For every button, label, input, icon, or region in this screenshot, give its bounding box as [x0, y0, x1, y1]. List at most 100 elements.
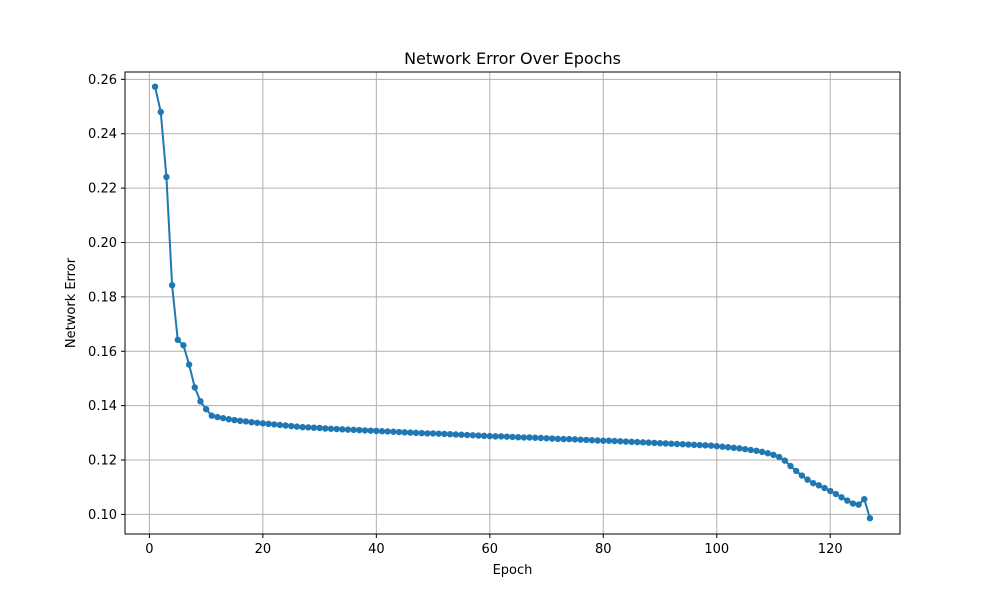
data-point	[866, 515, 874, 522]
data-point	[798, 472, 806, 479]
data-point	[384, 428, 391, 435]
data-point	[191, 384, 198, 391]
data-point	[724, 444, 732, 451]
data-point	[412, 429, 420, 437]
data-point	[469, 432, 476, 439]
data-point	[741, 445, 749, 453]
data-point	[673, 440, 681, 448]
data-point	[225, 416, 233, 423]
data-point	[492, 433, 499, 440]
y-tick-label: 0.18	[88, 290, 117, 305]
data-point	[401, 429, 408, 436]
data-point	[719, 443, 726, 450]
data-point	[253, 419, 261, 426]
data-point	[702, 442, 709, 449]
data-point	[248, 419, 255, 426]
data-point	[764, 450, 772, 457]
x-axis-ticks: 0 20 40 60 80 100 120	[145, 534, 843, 557]
data-point	[617, 438, 624, 445]
data-point	[390, 428, 397, 435]
data-point	[446, 431, 454, 438]
data-point	[560, 435, 567, 443]
data-point	[497, 433, 505, 440]
y-tick-label: 0.12	[88, 454, 117, 469]
data-point	[327, 425, 335, 432]
data-point	[758, 448, 766, 456]
data-point	[322, 425, 329, 432]
data-point	[781, 457, 789, 464]
data-point	[577, 436, 584, 443]
data-layer	[151, 83, 874, 522]
data-point	[219, 414, 227, 422]
data-point	[339, 426, 346, 433]
x-tick-label: 80	[595, 542, 612, 557]
data-point	[611, 437, 618, 445]
data-point	[815, 482, 823, 489]
data-point	[844, 497, 851, 504]
data-point	[775, 453, 783, 461]
data-point	[259, 420, 267, 427]
data-point	[418, 429, 425, 437]
x-tick-label: 120	[818, 542, 843, 557]
data-point	[787, 462, 794, 470]
data-point	[514, 433, 522, 441]
data-point	[202, 405, 210, 413]
data-point	[486, 432, 494, 440]
data-point	[543, 435, 550, 442]
data-point	[537, 434, 545, 442]
data-point	[696, 441, 703, 449]
data-point	[509, 433, 516, 441]
grid	[125, 72, 900, 534]
data-point	[849, 500, 857, 507]
data-point	[378, 428, 386, 435]
data-point	[600, 437, 607, 444]
data-point	[827, 487, 834, 495]
data-point	[622, 438, 630, 445]
data-point	[151, 83, 159, 90]
data-point	[367, 427, 374, 434]
data-point	[707, 442, 715, 449]
data-point	[520, 434, 528, 441]
data-point	[333, 425, 340, 433]
data-point	[475, 432, 482, 439]
data-point	[180, 342, 187, 349]
data-point	[838, 494, 845, 501]
data-point	[424, 430, 431, 437]
data-point	[293, 423, 301, 430]
data-point	[583, 436, 590, 444]
chart-title: Network Error Over Epochs	[404, 49, 621, 68]
data-point	[174, 336, 181, 344]
data-point	[685, 441, 692, 448]
data-point	[407, 429, 414, 436]
y-tick-label: 0.14	[88, 399, 117, 414]
data-point	[373, 427, 380, 435]
plot-frame	[124, 71, 901, 535]
data-point	[855, 501, 862, 508]
data-point	[441, 430, 448, 438]
data-point	[463, 431, 471, 439]
y-tick-label: 0.16	[88, 345, 117, 360]
y-tick-label: 0.22	[88, 182, 117, 197]
data-point	[214, 413, 221, 421]
y-tick-label: 0.20	[88, 236, 117, 251]
x-tick-label: 100	[704, 542, 729, 557]
data-point	[594, 437, 601, 444]
data-point	[571, 436, 579, 443]
y-axis-ticks: 0.10 0.12 0.14 0.16 0.18 0.20 0.22 0.24 0.26	[88, 73, 125, 523]
data-point	[810, 479, 817, 487]
data-point	[770, 451, 777, 459]
data-point	[350, 426, 357, 434]
data-point	[662, 440, 669, 447]
data-point	[549, 435, 556, 442]
data-point	[588, 436, 596, 444]
data-point	[656, 439, 664, 447]
data-point	[526, 434, 533, 441]
data-point	[651, 439, 658, 447]
data-point	[310, 424, 318, 431]
data-point	[271, 421, 278, 428]
data-point	[208, 412, 215, 419]
data-point	[265, 420, 272, 428]
data-point	[356, 426, 363, 434]
data-point	[832, 490, 840, 498]
